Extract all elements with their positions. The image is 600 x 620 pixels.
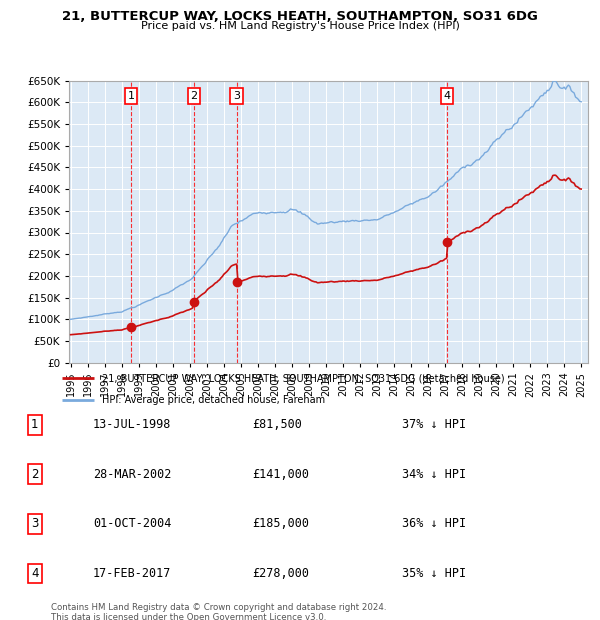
Text: 37% ↓ HPI: 37% ↓ HPI bbox=[402, 418, 466, 431]
Text: Price paid vs. HM Land Registry's House Price Index (HPI): Price paid vs. HM Land Registry's House … bbox=[140, 21, 460, 31]
Text: £141,000: £141,000 bbox=[252, 468, 309, 481]
Text: 2: 2 bbox=[190, 91, 197, 101]
Text: 3: 3 bbox=[233, 91, 240, 101]
Text: Contains HM Land Registry data © Crown copyright and database right 2024.
This d: Contains HM Land Registry data © Crown c… bbox=[51, 603, 386, 620]
Text: 34% ↓ HPI: 34% ↓ HPI bbox=[402, 468, 466, 481]
Text: 17-FEB-2017: 17-FEB-2017 bbox=[93, 567, 172, 580]
Text: HPI: Average price, detached house, Fareham: HPI: Average price, detached house, Fare… bbox=[102, 395, 325, 405]
Text: 1: 1 bbox=[127, 91, 134, 101]
Text: 21, BUTTERCUP WAY, LOCKS HEATH, SOUTHAMPTON, SO31 6DG (detached house): 21, BUTTERCUP WAY, LOCKS HEATH, SOUTHAMP… bbox=[102, 373, 505, 383]
Text: 2: 2 bbox=[31, 468, 38, 481]
Text: £278,000: £278,000 bbox=[252, 567, 309, 580]
Text: 21, BUTTERCUP WAY, LOCKS HEATH, SOUTHAMPTON, SO31 6DG: 21, BUTTERCUP WAY, LOCKS HEATH, SOUTHAMP… bbox=[62, 10, 538, 23]
Text: £81,500: £81,500 bbox=[252, 418, 302, 431]
Text: 35% ↓ HPI: 35% ↓ HPI bbox=[402, 567, 466, 580]
Text: 4: 4 bbox=[443, 91, 451, 101]
Text: 01-OCT-2004: 01-OCT-2004 bbox=[93, 518, 172, 530]
Text: 4: 4 bbox=[31, 567, 38, 580]
Text: 13-JUL-1998: 13-JUL-1998 bbox=[93, 418, 172, 431]
Text: 1: 1 bbox=[31, 418, 38, 431]
Text: £185,000: £185,000 bbox=[252, 518, 309, 530]
Text: 3: 3 bbox=[31, 518, 38, 530]
Text: 36% ↓ HPI: 36% ↓ HPI bbox=[402, 518, 466, 530]
Text: 28-MAR-2002: 28-MAR-2002 bbox=[93, 468, 172, 481]
